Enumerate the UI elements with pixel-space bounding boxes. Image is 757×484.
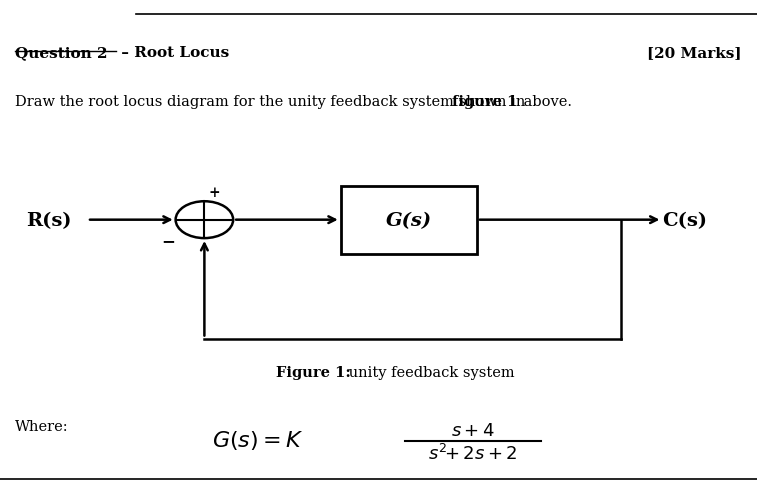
Text: $s^2\!\!+2s+2$: $s^2\!\!+2s+2$: [428, 443, 518, 463]
Text: +: +: [208, 186, 220, 200]
Text: −: −: [161, 232, 175, 249]
FancyBboxPatch shape: [341, 186, 477, 254]
Text: Question 2: Question 2: [15, 46, 107, 60]
Text: G(s): G(s): [386, 211, 431, 229]
Text: Draw the root locus diagram for the unity feedback system shown in: Draw the root locus diagram for the unit…: [15, 94, 530, 108]
Text: R(s): R(s): [26, 211, 72, 229]
Text: Where:: Where:: [15, 419, 69, 433]
Text: unity feedback system: unity feedback system: [344, 365, 515, 379]
Text: $s+4$: $s+4$: [451, 422, 495, 439]
Text: Figure 1:: Figure 1:: [276, 365, 351, 379]
Text: – Root Locus: – Root Locus: [116, 46, 229, 60]
Text: [20 Marks]: [20 Marks]: [647, 46, 742, 60]
Text: above.: above.: [519, 94, 572, 108]
Text: $\mathit{G}(\mathit{s}) = \mathit{K}$: $\mathit{G}(\mathit{s}) = \mathit{K}$: [212, 428, 304, 451]
Text: figure 1: figure 1: [452, 94, 517, 108]
Text: C(s): C(s): [662, 211, 707, 229]
